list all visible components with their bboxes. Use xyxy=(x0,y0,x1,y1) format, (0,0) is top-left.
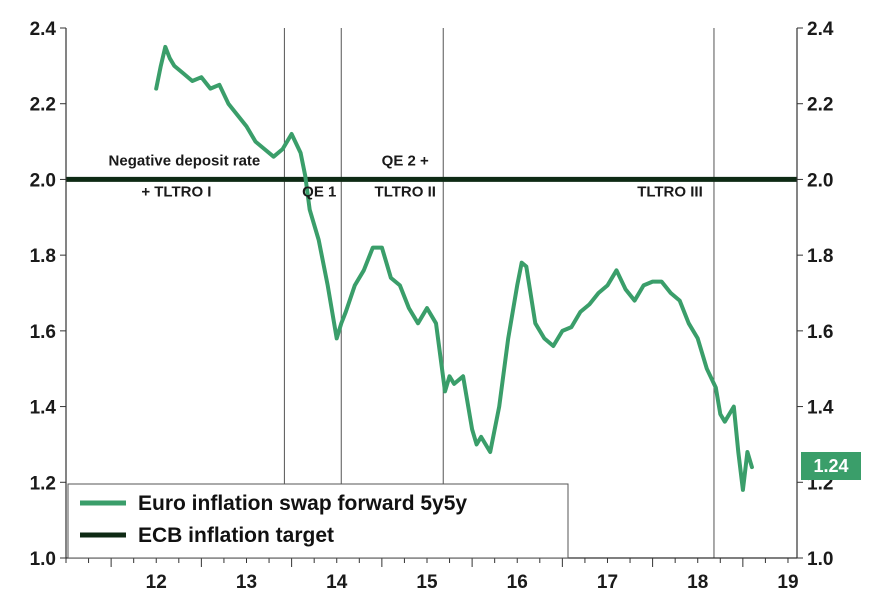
last-value-badge: 1.24 xyxy=(801,452,861,480)
y-tick-label-right: 2.0 xyxy=(807,170,833,191)
event-label-line2: + TLTRO I xyxy=(141,183,211,200)
event-label-line1: Negative deposit rate xyxy=(109,152,261,169)
event-label-line2: TLTRO III xyxy=(637,183,703,200)
y-tick-label-left: 1.6 xyxy=(30,322,56,343)
y-tick-label-left: 1.8 xyxy=(30,246,56,267)
x-tick-label: 13 xyxy=(236,572,257,593)
y-tick-label-left: 1.0 xyxy=(30,549,56,570)
x-tick-label: 16 xyxy=(507,572,528,593)
axes: 1.0 1.01.2 1.21.4 1.41.6 1.61.8 1.82.0 2.02.2 2… xyxy=(30,19,834,593)
x-tick-label: 17 xyxy=(597,572,618,593)
x-tick-label: 15 xyxy=(416,572,438,593)
y-tick-label-right: 2.4 xyxy=(807,19,834,40)
y-tick-label-left: 2.0 xyxy=(30,170,56,191)
legend: Euro inflation swap forward 5y5y ECB inf… xyxy=(67,483,569,559)
series-layer xyxy=(154,44,754,492)
x-tick-label: 12 xyxy=(146,572,167,593)
y-tick-label-left: 1.2 xyxy=(30,473,56,494)
y-tick-label-left: 2.4 xyxy=(30,19,57,40)
last-value-label: 1.24 xyxy=(813,456,848,476)
x-tick-label: 14 xyxy=(326,572,348,593)
legend-label-swap: Euro inflation swap forward 5y5y xyxy=(138,492,467,515)
y-tick-label-right: 1.4 xyxy=(807,398,834,419)
y-tick-label-right: 1.8 xyxy=(807,246,833,267)
event-annotations: Negative deposit rate + TLTRO I QE 1 QE 2 +… xyxy=(109,152,703,200)
legend-box xyxy=(67,483,569,559)
y-tick-label-right: 2.2 xyxy=(807,95,833,116)
y-tick-label-left: 2.2 xyxy=(30,95,56,116)
event-label-line1: QE 2 + xyxy=(382,152,429,169)
series-line-swap xyxy=(154,44,754,492)
x-tick-label: 18 xyxy=(687,572,708,593)
event-label-line2: TLTRO II xyxy=(375,183,436,200)
last-value-badge-bg xyxy=(801,452,861,480)
x-tick-label: 19 xyxy=(777,572,798,593)
y-tick-label-right: 1.0 xyxy=(807,549,833,570)
y-tick-label-left: 1.4 xyxy=(30,398,57,419)
legend-label-target: ECB inflation target xyxy=(138,524,334,547)
y-tick-label-right: 1.6 xyxy=(807,322,833,343)
event-lines xyxy=(283,28,715,558)
event-label-line2: QE 1 xyxy=(302,183,336,200)
